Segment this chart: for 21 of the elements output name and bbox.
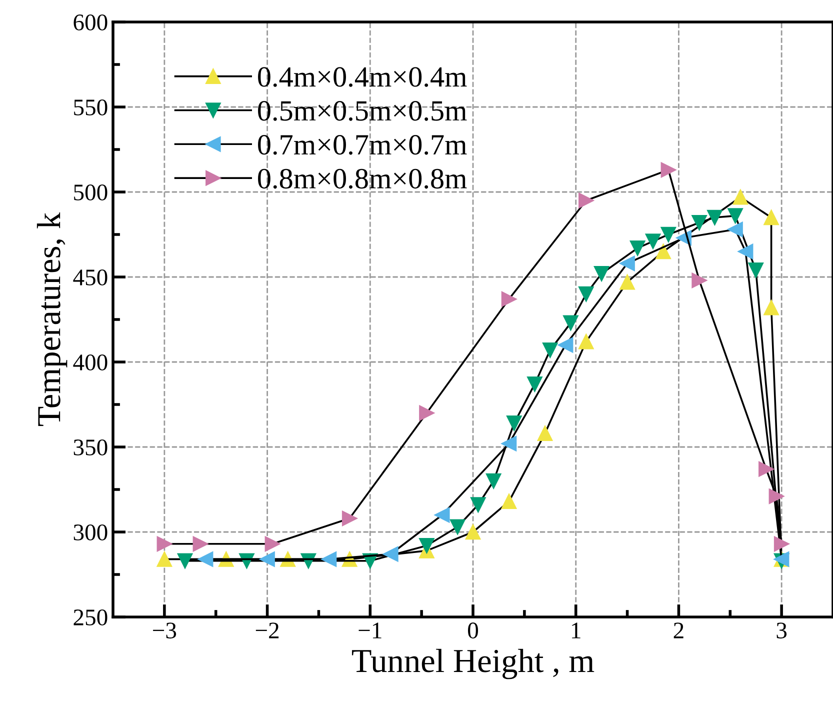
y-tick-label: 350 [74,439,108,456]
y-axis-title: Temperatures, k [36,212,68,426]
y-tick-label: 600 [74,14,108,30]
y-tick-label: 400 [73,354,108,370]
y-tick-label: 500 [74,184,108,200]
x-tick-label: −1 [358,622,382,638]
y-tick-label: 300 [74,524,108,540]
x-axis-title: Tunnel Height , m [352,648,594,680]
y-tick-label: 450 [73,269,108,286]
y-tick-label: 250 [74,609,108,626]
legend-label: 0.4m×0.4m×0.4m [258,67,467,87]
x-tick-label: 2 [674,622,684,638]
x-tick-label: 0 [468,622,478,638]
legend-label: 0.8m×0.8m×0.8m [258,168,467,189]
x-tick-label: −3 [153,622,176,638]
x-tick-label: −2 [256,622,279,638]
y-tick-label: 550 [74,99,108,116]
legend-label: 0.5m×0.5m×0.5m [258,101,467,121]
x-tick-label: 3 [776,622,787,638]
x-tick-label: 1 [572,622,580,638]
legend-label: 0.7m×0.7m×0.7m [258,134,467,155]
